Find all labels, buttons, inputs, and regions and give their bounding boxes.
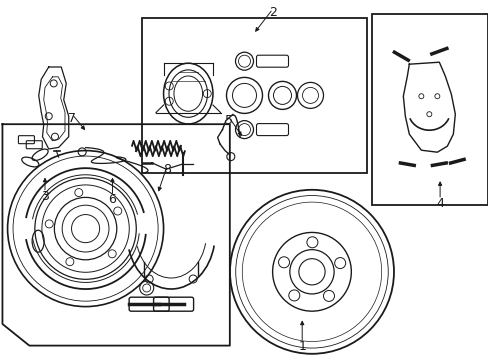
Text: 8: 8 bbox=[163, 163, 171, 176]
Text: 1: 1 bbox=[298, 340, 305, 353]
Text: 4: 4 bbox=[435, 197, 443, 210]
Text: 7: 7 bbox=[68, 112, 76, 125]
Text: 5: 5 bbox=[224, 114, 232, 127]
Bar bbox=[371, 14, 487, 205]
Bar bbox=[142, 18, 366, 173]
Text: 2: 2 bbox=[268, 6, 276, 19]
Text: 6: 6 bbox=[108, 193, 116, 206]
Text: 3: 3 bbox=[41, 190, 49, 203]
